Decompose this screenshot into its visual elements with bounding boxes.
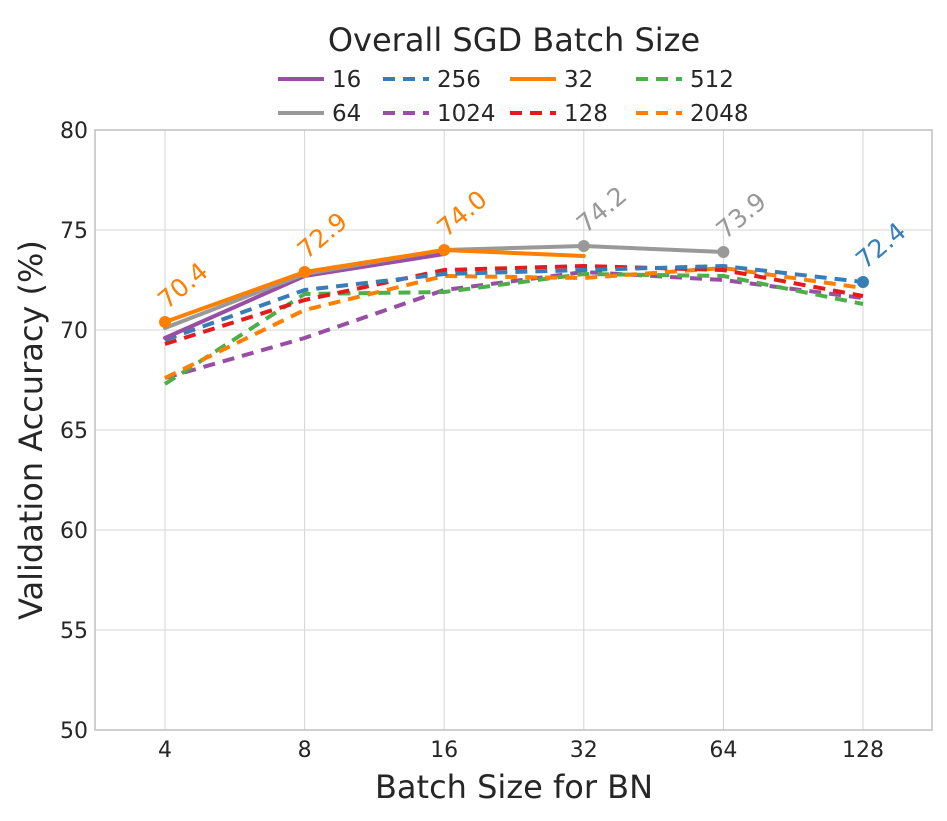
y-tick-label: 55 [60,619,88,644]
x-tick-label: 32 [570,738,598,763]
series-line-2048 [164,266,864,380]
x-tick-label: 4 [158,738,172,763]
y-tick-label: 65 [60,419,88,444]
grid [95,129,932,731]
y-tick-label: 50 [60,719,88,744]
legend-label-16: 16 [332,67,361,93]
y-tick-label: 60 [60,519,88,544]
series-line-1024 [164,270,864,380]
legend-label-2048: 2048 [690,101,749,127]
y-tick-label: 80 [60,119,88,144]
legend-label-64: 64 [332,101,361,127]
legend-title: Overall SGD Batch Size [328,21,700,59]
y-axis-title: Validation Accuracy (%) [12,240,50,620]
x-tick-label: 16 [430,738,458,763]
x-tick-label: 128 [842,738,884,763]
legend-label-1024: 1024 [437,101,496,127]
legend-label-32: 32 [564,67,593,93]
x-tick-label: 8 [298,738,312,763]
x-tick-label: 64 [709,738,737,763]
legend-label-512: 512 [690,67,734,93]
plot-frame [94,129,933,731]
data-point [298,266,311,278]
series-line-32 [163,248,586,324]
data-point [577,240,590,252]
data-point [717,246,730,258]
y-tick-label: 70 [60,319,88,344]
data-point [857,276,869,288]
series-line-256 [164,264,864,342]
data-point [159,316,171,328]
x-axis-title: Batch Size for BN [375,768,653,806]
legend-label-128: 128 [564,101,608,127]
data-point [438,244,451,256]
series-line-128 [164,264,864,346]
legend-label-256: 256 [437,67,481,93]
y-tick-label: 75 [60,219,88,244]
series-line-512 [163,272,864,386]
legend: 16 64 256 1024 32 128 512 2048 [278,67,749,127]
